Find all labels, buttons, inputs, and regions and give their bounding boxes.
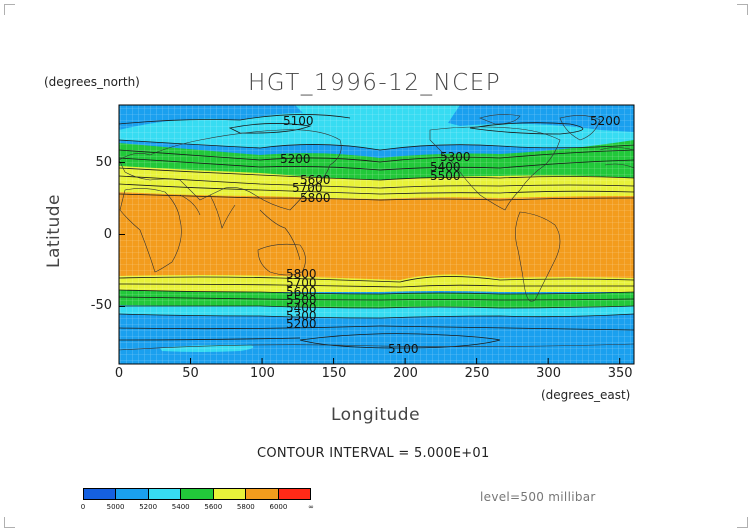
x-tick-label: 100 (250, 366, 275, 381)
crop-mark-bottom-left (4, 517, 15, 528)
contour-label: 5500 (286, 293, 317, 307)
x-tick-label: 300 (536, 366, 561, 381)
colorbar-swatch (115, 489, 148, 499)
crop-mark-top-right (737, 4, 748, 15)
contour-lines (119, 114, 634, 349)
y-tick-label: 50 (95, 154, 112, 170)
colorbar (83, 488, 311, 500)
y-axis-title: Latitude (44, 194, 64, 268)
crop-mark-top-left (4, 4, 15, 15)
colorbar-swatch (147, 489, 181, 499)
colorbar-label: 5000 (106, 503, 125, 511)
x-tick-label: 200 (393, 366, 418, 381)
colorbar-label: 5600 (204, 503, 223, 511)
x-tick-label: 150 (321, 366, 347, 381)
contour-label: 5800 (300, 191, 331, 205)
contour-label: 5200 (590, 114, 621, 128)
level-note: level=500 millibar (480, 490, 596, 504)
colorbar-swatch (212, 489, 246, 499)
x-tick-label: 350 (607, 366, 633, 381)
contour-label: 5800 (286, 267, 317, 281)
x-tick-label: 50 (182, 366, 199, 381)
colorbar-label: ∞ (308, 503, 314, 511)
contour-label: 5100 (283, 114, 314, 128)
y-tick-label: 0 (103, 226, 112, 242)
contour-label: 5400 (430, 160, 461, 174)
colorbar-label: 0 (80, 503, 86, 511)
colorbar-label: 6000 (269, 503, 288, 511)
coastlines (119, 114, 634, 351)
chart-title: HGT_1996-12_NCEP (248, 70, 502, 96)
colorbar-swatch (245, 489, 278, 499)
x-tick-marks (118, 358, 621, 364)
contour-label: 5700 (292, 181, 323, 195)
map-plot-area (119, 105, 634, 364)
colorbar-label: 5200 (139, 503, 158, 511)
y-tick-marks (119, 162, 125, 307)
y-units-label: (degrees_north) (44, 75, 140, 89)
colorbar-label: 5400 (171, 503, 190, 511)
contour-label: 5400 (286, 301, 317, 315)
contour-label: 5300 (286, 309, 317, 323)
contour-label: 5100 (388, 342, 419, 356)
x-units-label: (degrees_east) (541, 388, 631, 402)
contour-label: 5600 (300, 173, 331, 187)
contour-label: 5700 (286, 276, 317, 290)
x-tick-label: 250 (464, 366, 490, 381)
x-axis-title: Longitude (331, 405, 421, 425)
colorbar-swatch (180, 489, 213, 499)
contour-label: 5600 (286, 285, 317, 299)
colorbar-swatch (277, 489, 310, 499)
colorbar-label: 5800 (236, 503, 255, 511)
contour-label: 5200 (280, 152, 311, 166)
y-tick-label: -50 (90, 298, 112, 314)
contour-label: 5200 (286, 317, 317, 331)
contour-label: 5500 (430, 169, 461, 183)
x-tick-label: 0 (114, 366, 124, 381)
colorbar-swatch (84, 489, 116, 499)
contour-label: 5300 (440, 150, 471, 164)
contour-interval-note: CONTOUR INTERVAL = 5.000E+01 (257, 446, 490, 461)
crop-mark-bottom-right (737, 517, 748, 528)
